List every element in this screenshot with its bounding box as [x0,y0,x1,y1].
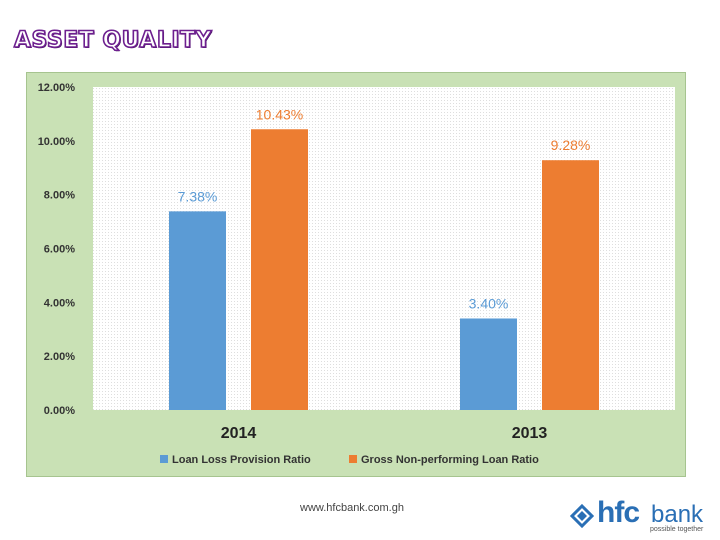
legend-swatch [160,455,168,463]
data-label: 9.28% [551,137,591,153]
chart-area: 0.00% 2.00% 4.00% 6.00% 8.00% 10.00% 12.00% 7.… [26,72,686,477]
y-tick-label: 10.00% [38,136,76,148]
y-tick-label: 8.00% [44,190,75,202]
data-label: 7.38% [178,188,218,204]
footer-url[interactable]: www.hfcbank.com.gh [300,502,404,514]
bar [460,318,517,410]
logo-hfc-text: hfc [597,496,640,529]
slide-title: ASSET QUALITY [13,27,212,54]
bar-chart: 0.00% 2.00% 4.00% 6.00% 8.00% 10.00% 12.00% 7.… [38,82,675,466]
x-axis: 2014 2013 [221,425,548,442]
bar-labels: 7.38% 10.43% 3.40% 9.28% [178,106,591,311]
y-tick-label: 0.00% [44,405,75,417]
legend: Loan Loss Provision Ratio Gross Non-perfo… [160,454,539,466]
legend-label: Gross Non-performing Loan Ratio [361,454,539,466]
logo-tagline: possible together [650,526,704,533]
bar [251,129,308,411]
y-tick-label: 6.00% [44,244,75,256]
bar [169,211,226,410]
legend-label: Loan Loss Provision Ratio [172,454,311,466]
y-axis: 0.00% 2.00% 4.00% 6.00% 8.00% 10.00% 12.00% [38,82,76,417]
x-tick-label: 2013 [512,425,548,442]
legend-swatch [349,455,357,463]
hfc-diamond-icon [570,504,594,528]
x-tick-label: 2014 [221,425,257,442]
bar [542,160,599,410]
hfc-bank-logo: hfc bank possible together [570,496,710,533]
data-label: 3.40% [469,295,509,311]
bars [169,129,599,411]
y-tick-label: 4.00% [44,297,75,309]
logo-bank-text: bank [651,501,704,528]
y-tick-label: 12.00% [38,82,76,94]
y-tick-label: 2.00% [44,351,75,363]
data-label: 10.43% [256,106,303,122]
